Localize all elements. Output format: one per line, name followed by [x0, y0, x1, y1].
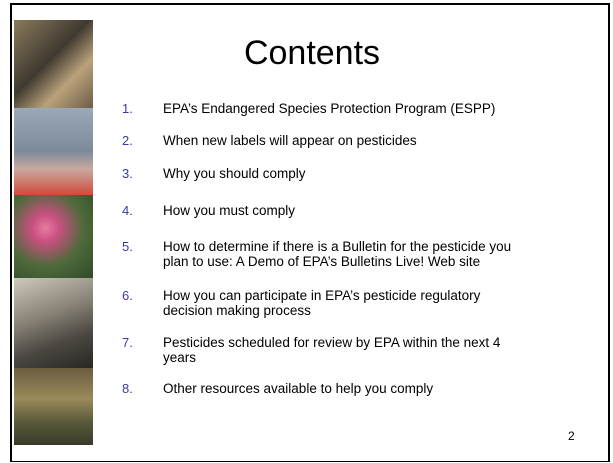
item-text: How to determine if there is a Bulletin … [163, 239, 511, 254]
item-number: 5. [122, 239, 133, 254]
falcon-photo [14, 20, 93, 108]
item-number: 8. [122, 381, 133, 396]
item-text: How you must comply [163, 203, 295, 218]
item-text: Why you should comply [163, 166, 306, 181]
frog-photo [14, 368, 93, 445]
wolf-photo [14, 278, 93, 368]
item-text: Other resources available to help you co… [163, 381, 433, 396]
item-number: 6. [122, 288, 133, 303]
page-number: 2 [568, 429, 575, 443]
item-number: 2. [122, 133, 133, 148]
item-number: 3. [122, 166, 133, 181]
page: Contents 1. EPA’s Endangered Species Prot… [0, 0, 613, 463]
butterfly-photo [14, 108, 93, 195]
photo-column [14, 20, 93, 445]
item-text: years [163, 350, 196, 365]
item-text: Pesticides scheduled for review by EPA w… [163, 335, 500, 350]
item-number: 7. [122, 335, 133, 350]
item-text: decision making process [163, 303, 311, 318]
slide-title: Contents [200, 34, 424, 73]
item-text: EPA’s Endangered Species Protection Prog… [163, 101, 495, 116]
item-text: plan to use: A Demo of EPA’s Bulletins L… [163, 254, 480, 269]
item-text: How you can participate in EPA’s pestici… [163, 288, 480, 303]
flowers-photo [14, 195, 93, 278]
item-number: 4. [122, 203, 133, 218]
item-text: When new labels will appear on pesticide… [163, 133, 417, 148]
item-number: 1. [122, 101, 133, 116]
